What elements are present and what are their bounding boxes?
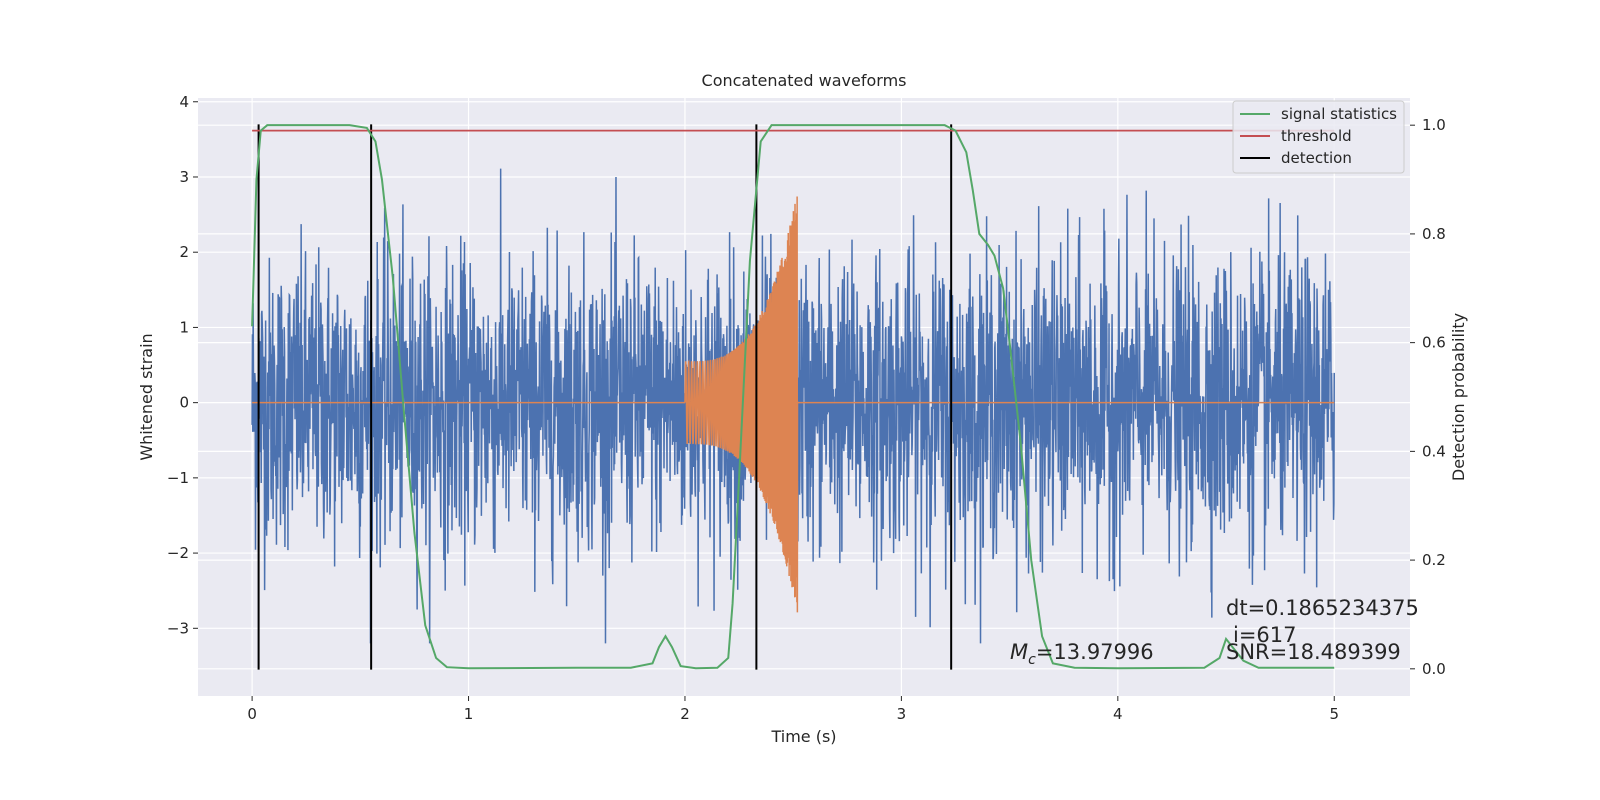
y-tick-label: 4 [179,93,189,111]
y-tick-label: −3 [167,619,189,637]
x-axis-label: Time (s) [770,727,836,746]
y2-tick-label: 0.2 [1422,551,1446,569]
index-annotation: i=617 [1233,623,1297,647]
y-tick-label: 1 [179,318,189,336]
legend-label-signal-statistics: signal statistics [1281,105,1397,123]
y2-tick-label: 0.0 [1422,660,1446,678]
signal-statistics-line [251,124,1335,670]
legend-box [1232,100,1405,174]
y2-tick-label: 0.8 [1422,225,1446,243]
y2-tick-label: 0.6 [1422,334,1446,352]
dt-annotation: dt=0.1865234375 [1226,596,1419,620]
y-tick-label: 3 [179,168,189,186]
legend: signal statistics threshold detection [1232,100,1405,174]
legend-label-threshold: threshold [1281,127,1352,145]
plot-area [251,124,1335,670]
y-tick-label: −2 [167,544,189,562]
x-tick-label: 3 [897,705,907,723]
chart-title: Concatenated waveforms [702,71,907,90]
detection-lines [257,124,953,670]
chirp-mass-annotation: Mc=13.97996 [1010,640,1154,668]
y-tick-label: 2 [179,243,189,261]
y-axis-label: Whitened strain [137,333,156,460]
y-tick-label: 0 [179,394,189,412]
x-tick-label: 0 [247,705,257,723]
annotations: Mc=13.97996 dt=0.1865234375 i=617 SNR=18… [1010,596,1419,668]
y2-tick-label: 1.0 [1422,116,1446,134]
x-tick-label: 5 [1329,705,1339,723]
x-tick-label: 2 [680,705,690,723]
x-tick-label: 1 [464,705,474,723]
y2-tick-label: 0.4 [1422,442,1446,460]
axes-ticks: 0 1 2 3 4 5 −3 −2 −1 0 1 2 3 4 0.0 0.2 0.4 0.6 0.8 1.0 [167,93,1446,723]
y2-axis-label: Detection probability [1449,313,1468,481]
snr-annotation: SNR=18.489399 [1226,640,1401,664]
legend-label-detection: detection [1281,149,1352,167]
injected-waveform-line [252,196,1335,613]
x-tick-label: 4 [1113,705,1123,723]
y-tick-label: −1 [167,469,189,487]
